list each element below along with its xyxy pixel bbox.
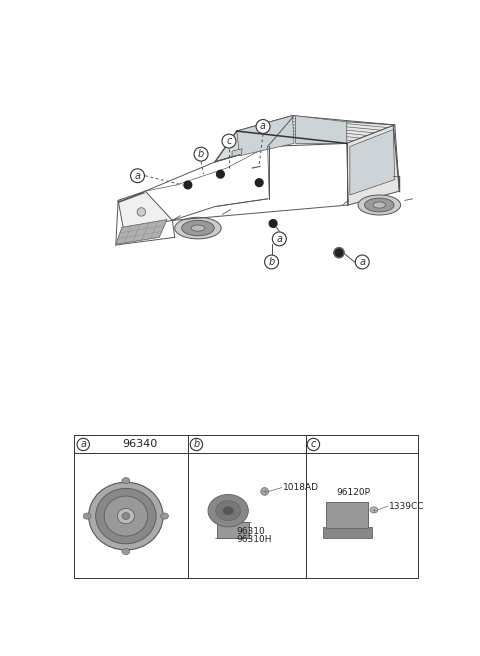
Polygon shape <box>232 149 242 157</box>
Ellipse shape <box>104 496 147 536</box>
Polygon shape <box>347 125 399 205</box>
Text: 1018AD: 1018AD <box>283 483 319 492</box>
Circle shape <box>137 208 145 216</box>
Text: 96340: 96340 <box>122 440 157 449</box>
Text: a: a <box>359 257 365 267</box>
Text: 96310: 96310 <box>236 527 264 536</box>
Polygon shape <box>296 115 347 144</box>
Text: c: c <box>226 136 232 146</box>
Ellipse shape <box>122 478 130 483</box>
Ellipse shape <box>370 507 378 513</box>
Circle shape <box>216 171 224 178</box>
Ellipse shape <box>365 198 394 212</box>
Ellipse shape <box>216 501 240 521</box>
Ellipse shape <box>83 513 91 519</box>
FancyBboxPatch shape <box>216 522 249 538</box>
FancyBboxPatch shape <box>326 502 369 528</box>
Text: 1339CC: 1339CC <box>389 502 425 510</box>
Circle shape <box>307 438 320 451</box>
Circle shape <box>335 249 343 256</box>
Ellipse shape <box>373 202 385 208</box>
Ellipse shape <box>89 482 163 550</box>
Circle shape <box>77 438 89 451</box>
Circle shape <box>264 255 278 269</box>
Ellipse shape <box>181 220 214 236</box>
Circle shape <box>184 181 192 189</box>
Polygon shape <box>237 115 395 144</box>
Ellipse shape <box>122 548 130 554</box>
Ellipse shape <box>175 217 221 239</box>
Circle shape <box>190 438 203 451</box>
Circle shape <box>269 220 277 228</box>
Circle shape <box>334 247 345 258</box>
Text: b: b <box>198 149 204 159</box>
Text: b: b <box>268 257 275 267</box>
Ellipse shape <box>191 225 205 231</box>
Circle shape <box>256 119 270 133</box>
Ellipse shape <box>358 195 401 215</box>
Text: a: a <box>80 440 86 449</box>
Circle shape <box>194 147 208 161</box>
Circle shape <box>222 134 236 148</box>
Text: a: a <box>134 171 141 181</box>
Polygon shape <box>237 115 294 155</box>
Text: a: a <box>260 121 266 131</box>
Ellipse shape <box>223 506 234 515</box>
Ellipse shape <box>117 508 134 523</box>
Circle shape <box>131 169 144 182</box>
FancyBboxPatch shape <box>323 527 372 538</box>
Text: c: c <box>311 440 316 449</box>
Polygon shape <box>118 191 172 230</box>
Ellipse shape <box>161 513 168 519</box>
Circle shape <box>261 487 268 495</box>
Text: 96120P: 96120P <box>336 489 371 497</box>
Circle shape <box>272 232 286 246</box>
Text: a: a <box>276 234 282 244</box>
Ellipse shape <box>208 495 248 527</box>
Polygon shape <box>215 115 292 162</box>
Polygon shape <box>116 220 167 244</box>
Polygon shape <box>350 129 395 195</box>
Ellipse shape <box>122 512 130 520</box>
Text: b: b <box>193 440 200 449</box>
Ellipse shape <box>96 488 156 544</box>
Circle shape <box>255 179 263 186</box>
Text: 96310H: 96310H <box>236 535 271 544</box>
Circle shape <box>355 255 369 269</box>
